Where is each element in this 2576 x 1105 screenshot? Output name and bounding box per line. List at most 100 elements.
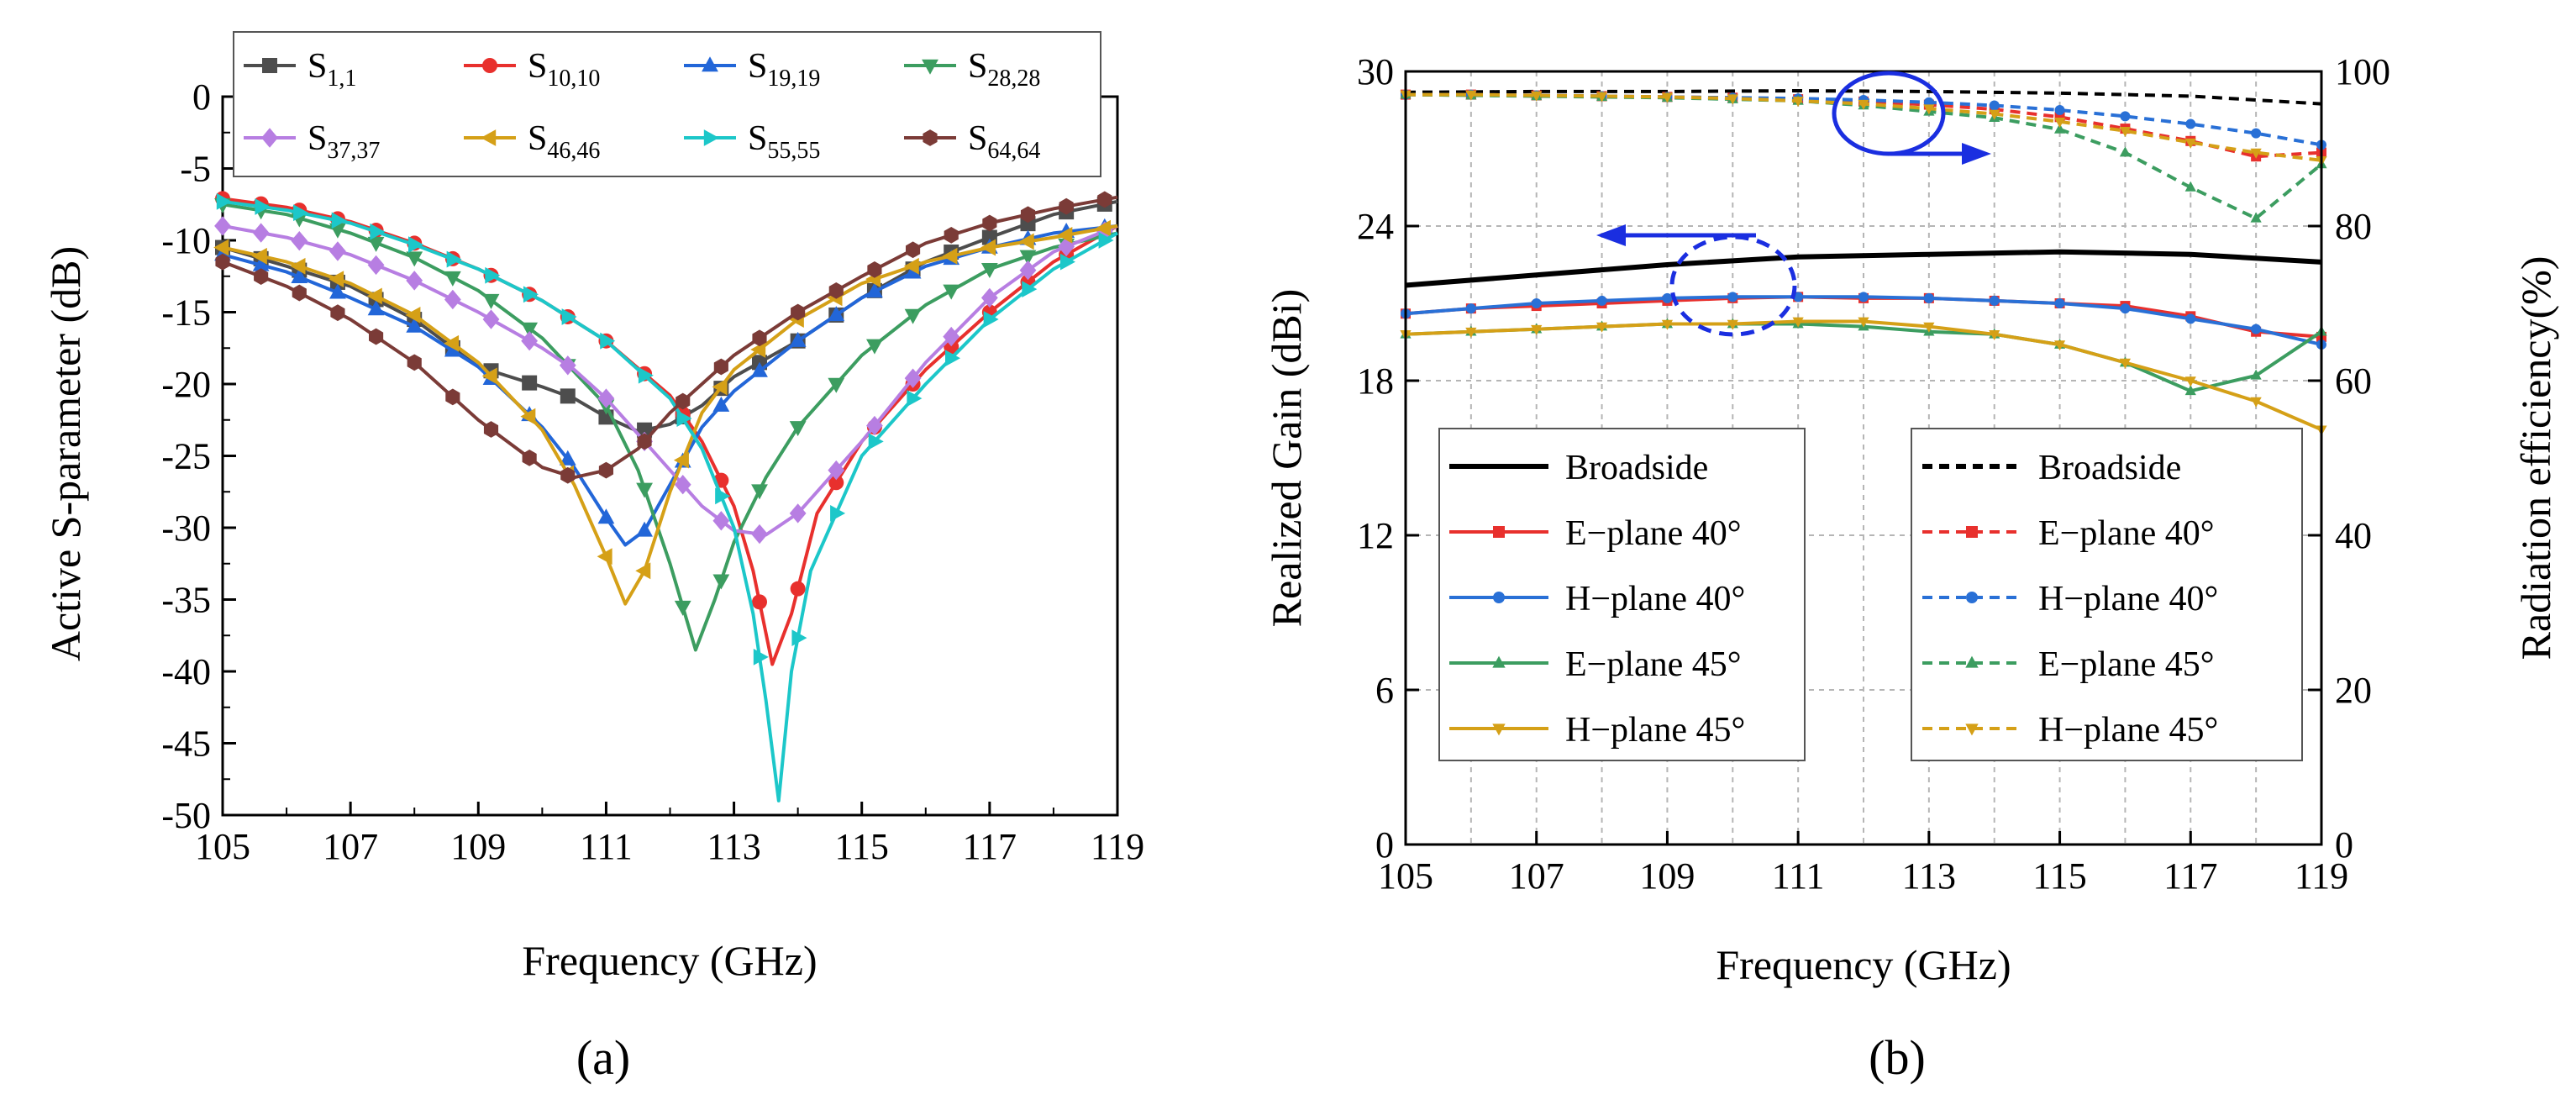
data-point [751,524,768,545]
left-y-tick-label: 24 [1357,206,1394,247]
left-y-tick-label: 30 [1357,51,1394,92]
series-10-10 [215,191,1118,666]
legend-swatch-marker [1492,655,1506,668]
legend-swatch-marker [1493,526,1505,538]
plot-a-legend-box [233,31,1101,177]
data-point [251,247,267,265]
data-point [406,251,423,267]
data-point [2053,340,2066,351]
efficiency-axis-arrowhead [1962,143,1991,165]
data-point [331,212,347,229]
data-point [1596,92,1608,103]
data-point [370,223,386,240]
data-point [904,368,922,388]
data-point [1465,327,1477,338]
x-tick-label: 115 [835,826,889,867]
data-point [828,282,844,299]
data-point [1923,292,1934,303]
x-tick-label: 107 [323,826,378,867]
data-point [1057,226,1073,244]
data-point [980,287,998,308]
data-point [712,574,730,590]
data-point [1097,191,1112,208]
legend-label: E−plane 40° [2038,514,2215,553]
legend-label: H−plane 45° [1565,711,1745,750]
data-point [868,433,884,450]
data-point [291,267,308,283]
y-tick-label: -50 [161,795,211,836]
series-19-19 [214,218,1118,547]
data-point [445,388,460,406]
plot-b-ticks: 105 107 109 111 113 115 117 1190612182430020406… [1357,51,2390,897]
data-point [2251,324,2262,334]
data-point [406,317,423,333]
data-point [1727,292,1738,303]
data-point [367,300,385,316]
data-point [866,415,883,436]
y-tick-label: -25 [161,436,211,477]
right-y-tick-label: 60 [2335,360,2372,402]
data-point [291,230,308,251]
data-point [598,461,614,479]
plot-a-y-axis-label: Active S-parameter (dB) [42,246,89,661]
y-tick-label: -40 [161,651,211,692]
data-point [407,354,422,371]
data-point [521,322,539,338]
data-point [674,475,691,495]
y-tick-label: -10 [161,220,211,261]
data-point [597,548,612,566]
data-point [561,308,577,325]
data-point [2120,303,2131,314]
data-point [980,263,998,278]
data-point [600,332,616,350]
data-point [293,204,309,222]
data-point [214,216,231,236]
data-point [2185,313,2196,324]
data-point [560,388,576,404]
data-point [1727,319,1738,330]
data-point [790,581,806,597]
data-point [254,268,269,285]
data-point [905,241,921,259]
data-point [329,241,346,261]
data-point [522,449,537,466]
data-point [523,286,539,303]
data-point [329,271,344,288]
data-point [980,239,996,256]
data-point [1531,298,1542,308]
data-point [867,260,882,278]
gain-line [1405,249,2322,288]
legend-label-subscript: 10,10 [547,66,600,92]
data-point [2250,369,2262,380]
data-point [481,367,497,385]
left-y-tick-label: 18 [1357,360,1394,402]
plot-b-efficiency-legend: Broadside E−plane 40° H−plane 40° E−plane 4… [1911,428,2303,761]
x-tick-label: 105 [195,826,250,867]
data-point [1989,109,2000,120]
data-point [676,410,692,427]
x-tick-label: 117 [963,826,1017,867]
data-point [1531,324,1543,335]
y-tick-label: -20 [161,364,211,405]
data-point [713,358,728,376]
y-tick-label: -30 [161,508,211,549]
data-point [483,421,499,438]
data-point [368,328,384,345]
data-point [983,311,999,328]
data-point [215,253,230,271]
plot-b-annotations [1596,71,1991,337]
data-point [482,309,500,329]
legend-label: E−plane 45° [1565,645,1742,684]
plot-a-frame [221,95,1119,817]
data-point [520,408,536,425]
data-point [1095,219,1111,237]
data-point [2185,118,2196,129]
data-point [635,562,651,580]
data-point [2251,128,2262,139]
data-point [789,421,807,437]
left-y-tick-label: 12 [1357,515,1394,556]
data-point [1858,99,1869,110]
data-point [1727,94,1738,105]
legend-label-subscript: 19,19 [767,66,820,92]
